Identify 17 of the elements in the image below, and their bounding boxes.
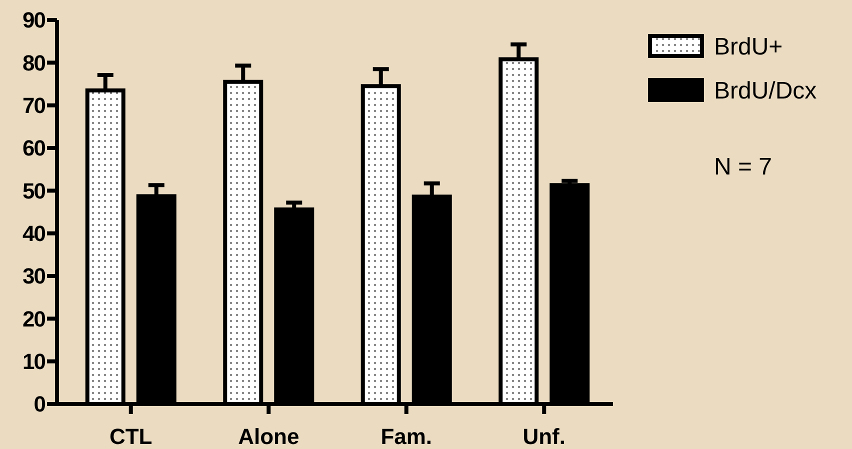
- y-tick-label: 60: [22, 136, 46, 161]
- text: N = 7: [714, 153, 772, 180]
- legend-label: BrdU/Dcx: [714, 77, 817, 104]
- y-tick-label: 30: [22, 264, 46, 289]
- x-tick-label: Unf.: [522, 424, 566, 449]
- y-tick-label: 0: [34, 392, 46, 417]
- x-tick-label: Alone: [238, 424, 300, 449]
- y-tick-label: 70: [22, 93, 46, 118]
- y-tick-label: 10: [22, 349, 46, 374]
- x-tick-label: CTL: [109, 424, 152, 449]
- y-tick-label: 20: [22, 306, 46, 332]
- y-tick-label: 40: [22, 221, 46, 246]
- y-tick-label: 50: [22, 178, 46, 204]
- x-tick-label: Fam.: [380, 424, 432, 449]
- y-tick-label: 80: [22, 50, 46, 76]
- y-tick-label: 90: [22, 8, 46, 33]
- legend-label: BrdU+: [714, 33, 783, 60]
